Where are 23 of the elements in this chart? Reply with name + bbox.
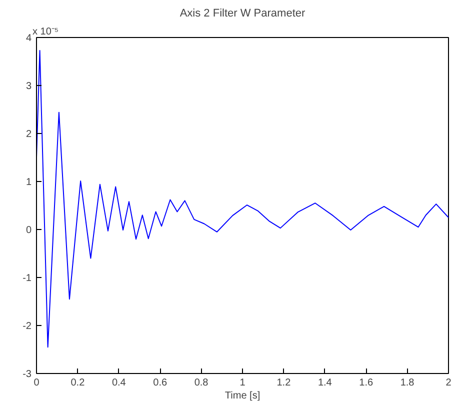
y-tick-label: -1 xyxy=(22,273,32,284)
x-tick-label: 1.2 xyxy=(276,378,292,388)
y-tick-label: 2 xyxy=(26,129,32,140)
y-tick-label: 0 xyxy=(26,225,32,236)
y-tick-label: -2 xyxy=(22,321,32,332)
x-tick-label: 0 xyxy=(34,378,40,388)
x-tick-label: 1.4 xyxy=(318,378,332,388)
y-tick-label: 1 xyxy=(26,177,32,188)
line-series xyxy=(36,50,448,348)
x-axis-title: Time [s] xyxy=(224,390,260,402)
chart-title: Axis 2 Filter W Parameter xyxy=(180,8,306,20)
y-tick-label: 3 xyxy=(26,81,32,92)
x-tick-label: 0.4 xyxy=(112,378,126,388)
annotation: x 10⁻⁵ xyxy=(32,26,59,38)
y-tick-label: 4 xyxy=(26,33,32,44)
x-tick-label: 0.8 xyxy=(194,378,209,388)
x-tick-label: 0.6 xyxy=(153,378,168,388)
x-tick-label: 0.2 xyxy=(70,378,86,388)
x-tick-label: 1.6 xyxy=(359,378,374,388)
x-tick-label: 1 xyxy=(240,378,246,388)
x-tick-label: 1.8 xyxy=(400,378,415,388)
y-tick-label: -3 xyxy=(22,369,32,380)
x-tick-label: 2 xyxy=(446,378,452,388)
